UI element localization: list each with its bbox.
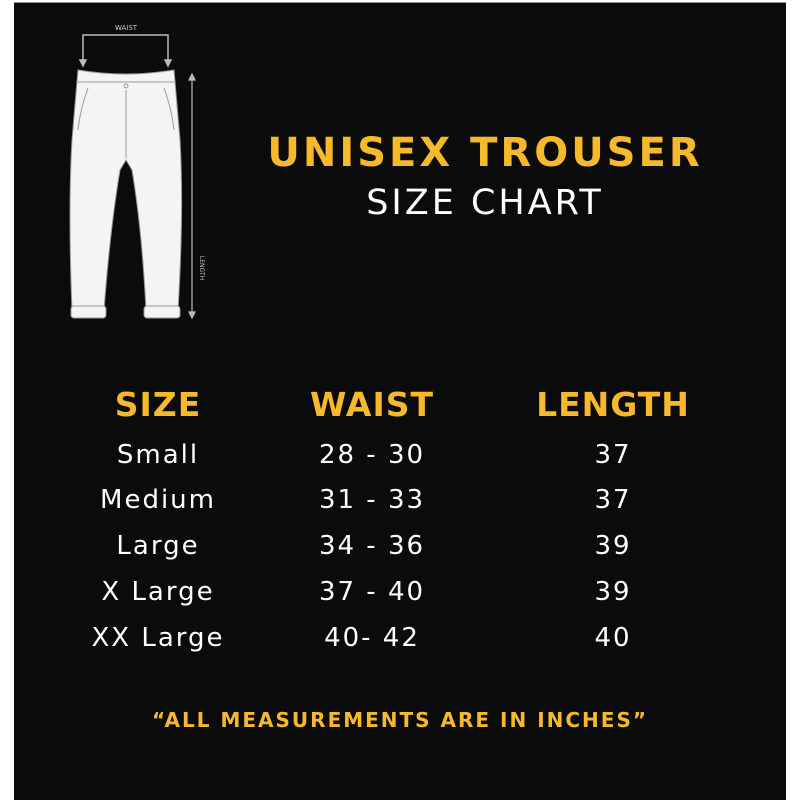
size-cell: X Large xyxy=(101,577,215,607)
waist-cell: 34 - 36 xyxy=(318,531,426,561)
length-diagram-label: LENGTH xyxy=(198,256,205,280)
measurement-note: “ALL MEASUREMENTS ARE IN INCHES” xyxy=(151,708,648,732)
length-measure-icon xyxy=(188,72,196,320)
waist-cell: 37 - 40 xyxy=(318,577,426,607)
waist-measure-icon xyxy=(78,34,173,68)
size-cell: Large xyxy=(116,531,200,561)
header-size: SIZE xyxy=(114,385,202,424)
size-cell: XX Large xyxy=(91,623,225,653)
waist-cell: 40- 42 xyxy=(324,623,420,653)
waist-cell: 28 - 30 xyxy=(318,440,426,470)
size-cell: Small xyxy=(116,440,200,470)
waist-cell: 31 - 33 xyxy=(318,485,426,515)
page-subtitle: SIZE CHART xyxy=(366,183,604,223)
trousers-icon xyxy=(69,69,183,319)
trouser-diagram: WAIST LENGTH xyxy=(69,24,205,320)
length-cell: 37 xyxy=(594,485,632,515)
waist-diagram-label: WAIST xyxy=(115,24,138,32)
length-cell: 39 xyxy=(594,577,632,607)
length-cell: 39 xyxy=(594,531,632,561)
header-waist: WAIST xyxy=(309,385,434,424)
length-cell: 37 xyxy=(594,440,632,470)
length-cell: 40 xyxy=(594,623,632,653)
page-title: UNISEX TROUSER xyxy=(267,130,703,176)
header-length: LENGTH xyxy=(536,385,690,424)
size-cell: Medium xyxy=(100,485,216,515)
